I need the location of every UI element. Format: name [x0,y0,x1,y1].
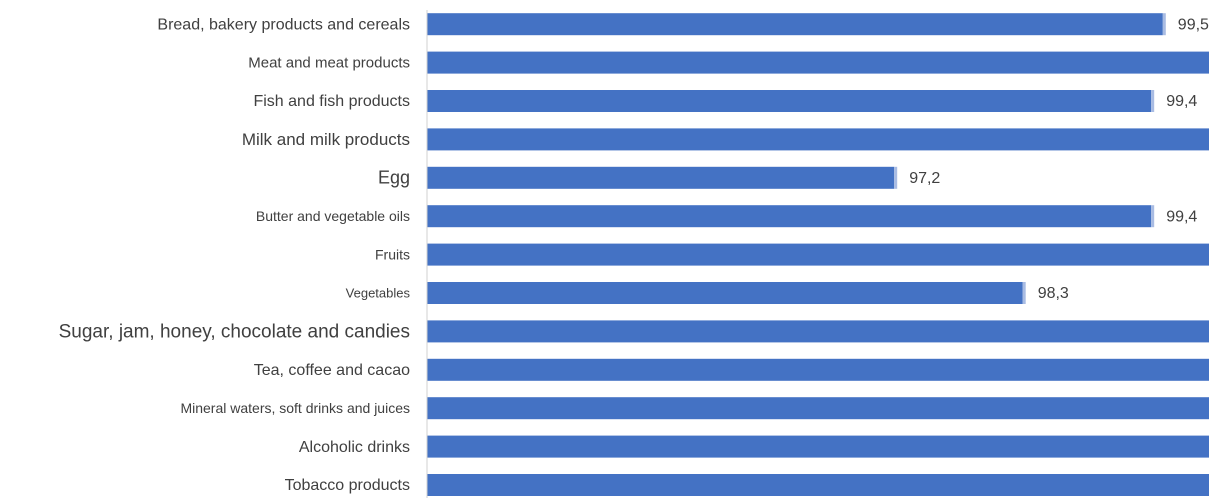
value-label-fish-and-fish-products: 99,4 [1166,93,1197,110]
category-label-mineral-waters-soft-drinks-and-juices: Mineral waters, soft drinks and juices [180,400,410,416]
category-label-fruits: Fruits [375,246,410,262]
bar-fruits [427,243,1209,266]
bar-tobacco-products [427,474,1209,496]
bar-sugar-jam-honey-chocolate-and-candies [427,320,1209,343]
bar-edge-vegetables [1022,282,1026,304]
bar-tea-coffee-and-cacao [427,358,1209,381]
category-label-tobacco-products: Tobacco products [285,477,410,494]
bar-edge-butter-and-vegetable-oils [1151,205,1155,228]
category-label-sugar-jam-honey-chocolate-and-candies: Sugar, jam, honey, chocolate and candies [59,321,410,342]
category-label-vegetables: Vegetables [346,285,411,300]
bar-edge-fish-and-fish-products [1151,90,1155,112]
bar-butter-and-vegetable-oils [427,205,1152,228]
bar-milk-and-milk-products [427,128,1209,151]
bar-edge-bread-bakery-products-and-cereals [1162,13,1166,36]
category-label-butter-and-vegetable-oils: Butter and vegetable oils [256,208,410,224]
category-label-bread-bakery-products-and-cereals: Bread, bakery products and cereals [157,16,410,33]
bar-egg [427,166,895,189]
bars-layer [427,13,1209,496]
bar-fish-and-fish-products [427,90,1152,112]
labels-layer: Bread, bakery products and cereals 99,5 Me… [59,16,1209,494]
value-label-bread-bakery-products-and-cereals: 99,5 [1178,16,1209,33]
category-label-tea-coffee-and-cacao: Tea, coffee and cacao [254,362,410,379]
bar-mineral-waters-soft-drinks-and-juices [427,397,1209,420]
category-label-meat-and-meat-products: Meat and meat products [248,55,410,72]
category-label-fish-and-fish-products: Fish and fish products [253,93,410,110]
bar-alcoholic-drinks [427,435,1209,458]
category-label-alcoholic-drinks: Alcoholic drinks [299,439,410,456]
value-label-vegetables: 98,3 [1038,285,1069,302]
bar-bread-bakery-products-and-cereals [427,13,1163,36]
value-label-egg: 97,2 [909,170,940,187]
category-label-egg: Egg [378,168,410,188]
value-label-butter-and-vegetable-oils: 99,4 [1166,208,1197,225]
bar-meat-and-meat-products [427,51,1209,74]
bar-edge-egg [894,166,898,189]
bar-vegetables [427,282,1023,304]
category-label-milk-and-milk-products: Milk and milk products [242,130,410,149]
